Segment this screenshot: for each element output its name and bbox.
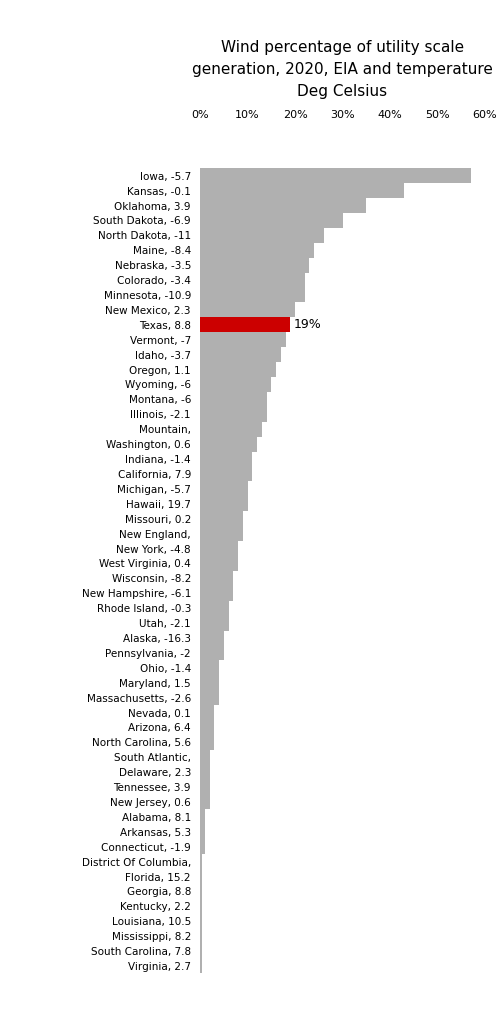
Text: 19%: 19% [294,318,322,332]
Bar [200,497,248,511]
Bar [200,615,228,631]
Bar [200,243,314,258]
Bar [200,631,224,645]
Bar [200,750,209,765]
Bar [200,913,202,929]
Bar [200,809,205,824]
Bar [200,436,257,452]
Bar [200,511,243,526]
Bar [200,213,342,228]
Title: Wind percentage of utility scale
generation, 2020, EIA and temperature
Deg Celsi: Wind percentage of utility scale generat… [192,40,493,99]
Bar [200,452,252,467]
Bar [200,272,304,288]
Bar [200,228,324,243]
Bar [200,377,271,392]
Bar [200,899,202,913]
Bar [200,333,286,347]
Bar [200,422,262,436]
Bar [200,347,281,362]
Bar [200,854,202,869]
Bar [200,958,202,974]
Bar [200,481,248,497]
Bar [200,570,233,586]
Bar [200,795,209,809]
Bar [200,735,214,750]
Bar [200,690,219,706]
Bar [200,526,243,541]
Bar [200,258,309,272]
Bar [200,779,209,795]
Bar [200,884,202,899]
Bar [200,183,404,198]
Bar [200,541,238,556]
Bar [200,362,276,377]
Bar [200,198,366,213]
Bar [200,660,219,675]
Bar [200,765,209,779]
Bar [200,407,266,422]
Bar [200,601,228,615]
Bar [200,467,252,481]
Bar [200,706,214,720]
Bar [200,168,471,183]
Bar [200,317,290,333]
Bar [200,586,233,601]
Bar [200,302,295,317]
Bar [200,840,205,854]
Bar [200,556,238,570]
Bar [200,645,224,660]
Bar [200,288,304,302]
Bar [200,929,202,944]
Bar [200,824,205,840]
Bar [200,869,202,884]
Bar [200,944,202,958]
Bar [200,675,219,690]
Bar [200,720,214,735]
Bar [200,392,266,407]
